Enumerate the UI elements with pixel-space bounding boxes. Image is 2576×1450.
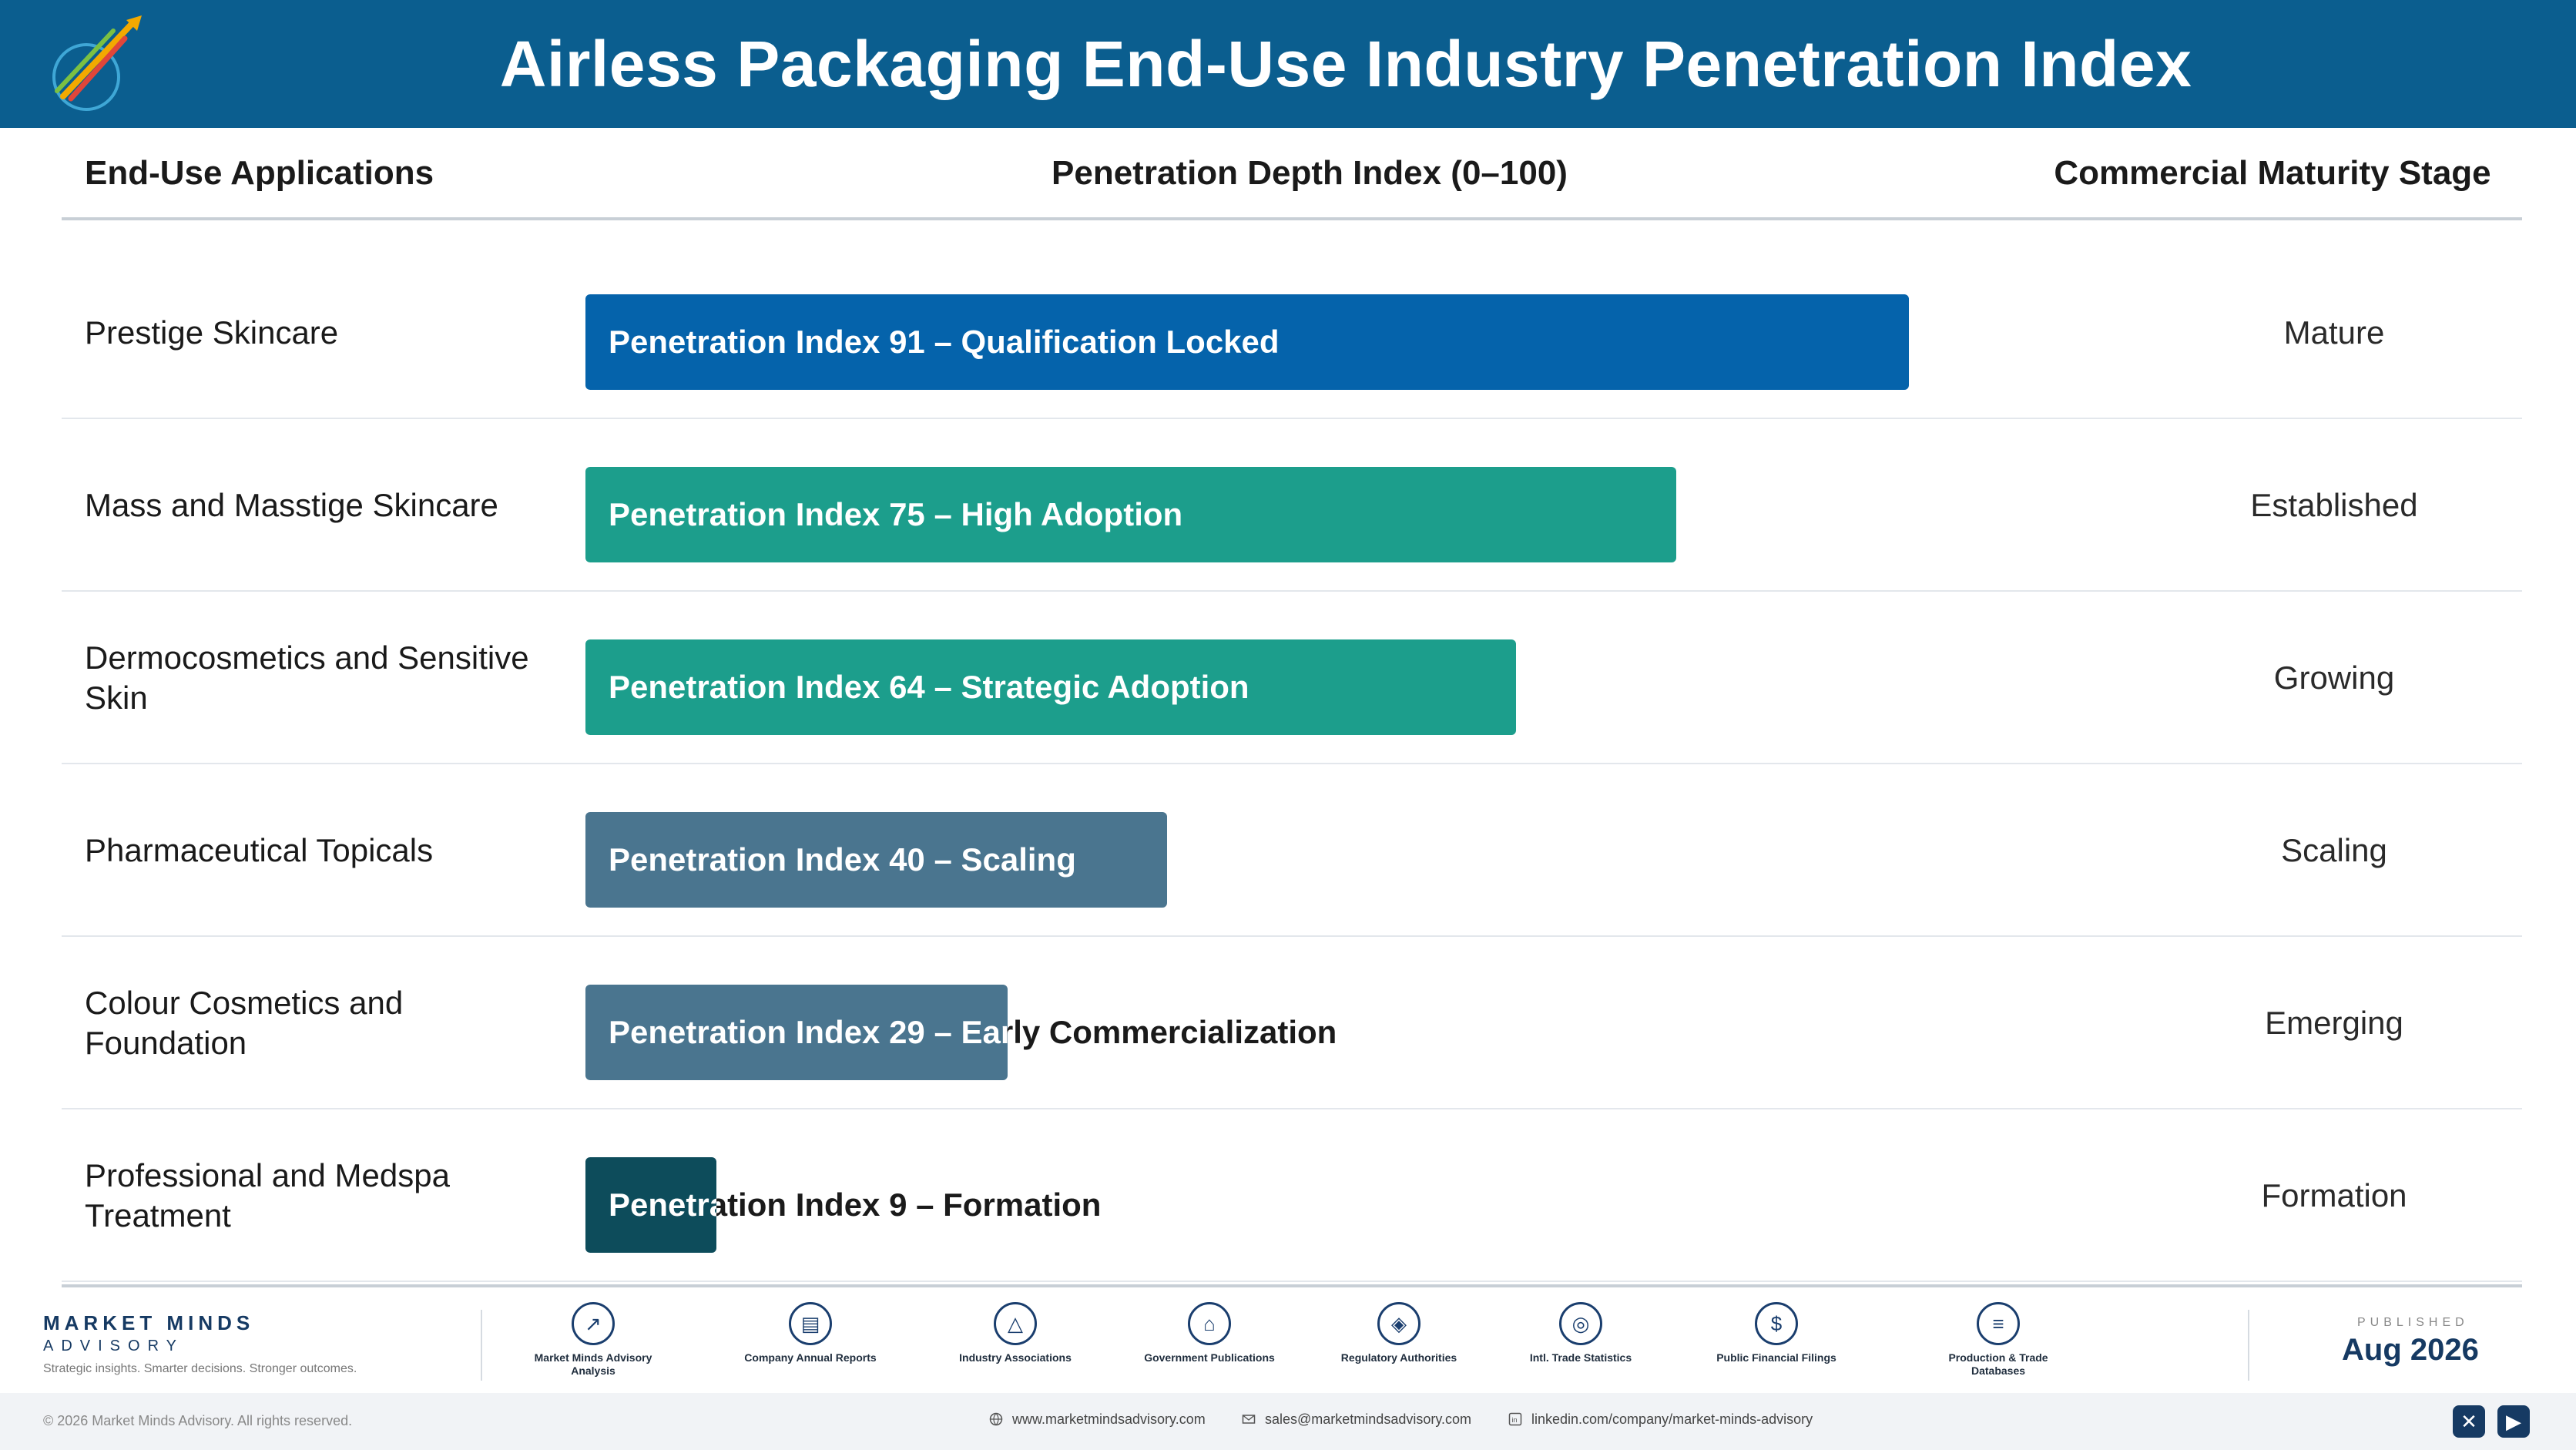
brand-tagline: Strategic insights. Smarter decisions. S…: [43, 1362, 357, 1375]
chart-row: Dermocosmetics and Sensitive Skin Penetra…: [62, 592, 2522, 764]
bar-value-label: Penetration Index 29 – Early Commerciali…: [609, 985, 1337, 1080]
application-label: Pharmaceutical Topicals: [85, 832, 434, 868]
maturity-stage: Formation: [2261, 1177, 2407, 1213]
brand-name: MARKET MINDS: [43, 1311, 255, 1334]
chart-bottom-divider: [62, 1284, 2522, 1287]
database-icon: ≡: [1977, 1302, 2020, 1345]
source-label: Company Annual Reports: [744, 1351, 877, 1364]
brand-subtitle: ADVISORY: [43, 1338, 184, 1354]
email-link[interactable]: sales@marketmindsadvisory.com: [1242, 1411, 1471, 1428]
copyright-text: © 2026 Market Minds Advisory. All rights…: [43, 1413, 353, 1428]
maturity-stage: Mature: [2283, 314, 2385, 351]
dollar-coin-icon: $: [1755, 1302, 1798, 1345]
document-icon: ▤: [789, 1302, 832, 1345]
footer-divider-left: [481, 1310, 482, 1381]
penetration-bar: [585, 467, 1676, 562]
source-item: ◎ Intl. Trade Statistics: [1504, 1302, 1658, 1364]
column-header-applications: End-Use Applications: [85, 154, 434, 192]
column-header-index: Penetration Depth Index (0–100): [1052, 154, 1568, 192]
source-item: ↗ Market Minds Advisory Analysis: [516, 1302, 670, 1378]
row-divider: [62, 1108, 2522, 1109]
linkedin-link[interactable]: in linkedin.com/company/market-minds-advi…: [1508, 1411, 1813, 1428]
bar-value-label: Penetration Index 9 – Formation: [609, 1157, 1101, 1253]
footer-divider-right: [2248, 1310, 2249, 1381]
application-label: Prestige Skincare: [85, 314, 339, 351]
header-divider: [62, 217, 2522, 220]
globe-icon: [989, 1412, 1003, 1426]
source-item: △ Industry Associations: [938, 1302, 1092, 1364]
source-label: Public Financial Filings: [1716, 1351, 1836, 1364]
chart-row: Colour Cosmetics and Foundation Penetrati…: [62, 937, 2522, 1109]
maturity-stage: Growing: [2273, 660, 2395, 696]
source-label: Intl. Trade Statistics: [1529, 1351, 1632, 1364]
website-text: www.marketmindsadvisory.com: [1012, 1411, 1206, 1427]
header-banner: Airless Packaging End-Use Industry Penet…: [0, 0, 2576, 128]
x-social-icon[interactable]: ✕: [2453, 1405, 2485, 1438]
application-label: Mass and Masstige Skincare: [85, 487, 498, 523]
bar-value-label: Penetration Index 40 – Scaling: [609, 812, 1076, 908]
page-title: Airless Packaging End-Use Industry Penet…: [499, 28, 2192, 100]
chart-row: Mass and Masstige Skincare Penetration In…: [62, 419, 2522, 592]
application-label: Dermocosmetics and Sensitive Skin: [85, 639, 529, 716]
source-item: ≡ Production & Trade Databases: [1921, 1302, 2075, 1378]
row-divider: [62, 590, 2522, 592]
footer: MARKET MINDS ADVISORY Strategic insights…: [0, 1294, 2576, 1393]
penetration-bar: [585, 985, 1008, 1080]
row-divider: [62, 1280, 2522, 1282]
source-item: ▤ Company Annual Reports: [733, 1302, 887, 1364]
youtube-social-icon[interactable]: ▶: [2497, 1405, 2530, 1438]
linkedin-icon: in: [1508, 1412, 1522, 1426]
government-building-icon: ⌂: [1188, 1302, 1231, 1345]
source-label: Industry Associations: [959, 1351, 1072, 1364]
column-header-stage: Commercial Maturity Stage: [2054, 154, 2491, 192]
maturity-stage: Scaling: [2281, 832, 2387, 868]
row-divider: [62, 763, 2522, 764]
source-label: Production & Trade Databases: [1948, 1351, 2048, 1377]
published-date: Aug 2026: [2342, 1333, 2479, 1367]
source-label: Market Minds Advisory Analysis: [534, 1351, 652, 1377]
source-label: Regulatory Authorities: [1340, 1351, 1457, 1364]
source-label: Government Publications: [1144, 1351, 1275, 1364]
website-link[interactable]: www.marketmindsadvisory.com: [989, 1411, 1206, 1428]
application-label: Colour Cosmetics and Foundation: [85, 985, 404, 1061]
row-divider: [62, 418, 2522, 419]
maturity-stage: Emerging: [2265, 1005, 2403, 1041]
bar-value-label: Penetration Index 91 – Qualification Loc…: [609, 294, 1280, 390]
penetration-bar: [585, 812, 1168, 908]
mail-icon: [1242, 1415, 1256, 1424]
svg-text:in: in: [1512, 1416, 1518, 1424]
network-icon: △: [994, 1302, 1037, 1345]
footer-contact-strip: © 2026 Market Minds Advisory. All rights…: [0, 1393, 2576, 1450]
linkedin-text: linkedin.com/company/market-minds-adviso…: [1531, 1411, 1813, 1427]
penetration-bar: [585, 294, 1910, 390]
penetration-bar: [585, 1157, 716, 1253]
source-item: ◈ Regulatory Authorities: [1322, 1302, 1476, 1364]
trend-chart-icon: ↗: [572, 1302, 615, 1345]
company-logo-icon: [52, 15, 142, 111]
source-item: $ Public Financial Filings: [1699, 1302, 1853, 1364]
row-divider: [62, 935, 2522, 937]
chart-row: Professional and Medspa Treatment Penetra…: [62, 1109, 2522, 1282]
chart-row: Prestige Skincare Penetration Index 91 – …: [62, 247, 2522, 419]
globe-icon: ◎: [1559, 1302, 1602, 1345]
shield-check-icon: ◈: [1377, 1302, 1420, 1345]
bar-value-label: Penetration Index 64 – Strategic Adoptio…: [609, 639, 1249, 735]
chart-row: Pharmaceutical Topicals Penetration Index…: [62, 764, 2522, 937]
email-text: sales@marketmindsadvisory.com: [1265, 1411, 1472, 1427]
application-label: Professional and Medspa Treatment: [85, 1157, 450, 1234]
penetration-bar: [585, 639, 1517, 735]
published-label: PUBLISHED: [2357, 1316, 2469, 1329]
source-item: ⌂ Government Publications: [1132, 1302, 1286, 1364]
bar-value-label: Penetration Index 75 – High Adoption: [609, 467, 1182, 562]
maturity-stage: Established: [2250, 487, 2418, 523]
